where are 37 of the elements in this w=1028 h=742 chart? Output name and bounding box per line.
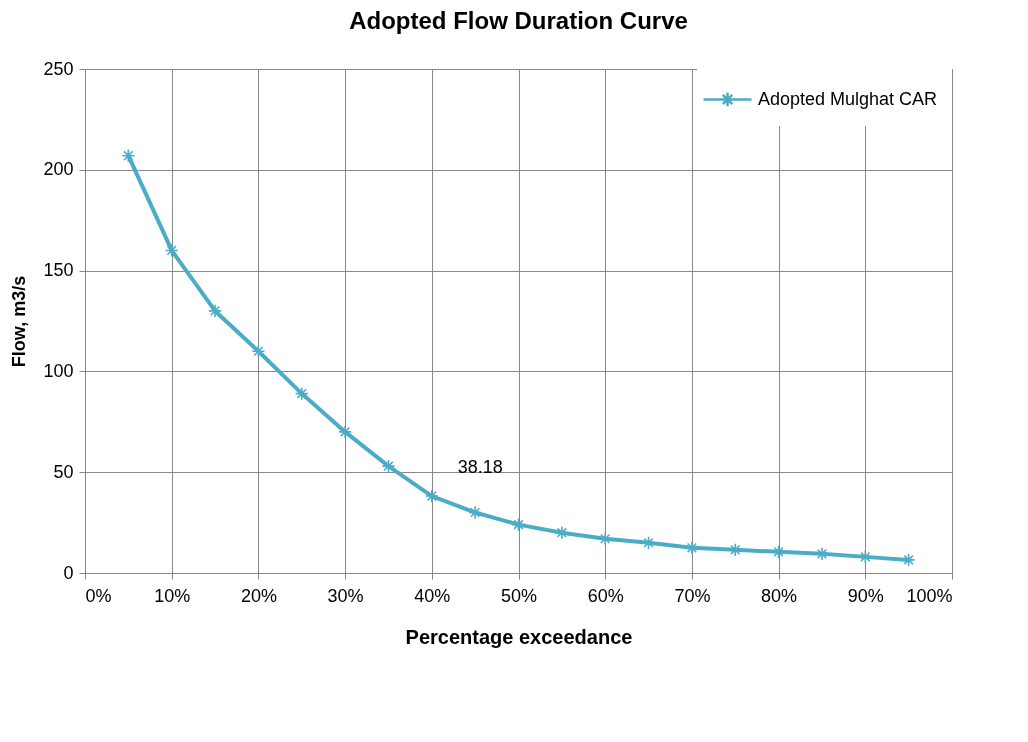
y-tick-label: 200: [43, 159, 74, 180]
point: [251, 344, 266, 359]
x-tick-label: 70%: [674, 585, 711, 606]
y-tick-label: 0: [63, 562, 74, 583]
y-tick-label: 100: [43, 360, 74, 381]
x-tick-label: 90%: [847, 585, 884, 606]
point: [338, 424, 353, 439]
y-tick-label: 150: [43, 260, 74, 281]
point: [381, 459, 396, 474]
point: [208, 304, 222, 318]
x-tick-label: 80%: [761, 585, 798, 606]
y-axis-title: Flow, m3/s: [9, 275, 30, 368]
point: [164, 243, 179, 258]
point: [771, 544, 786, 559]
x-tick-label: 100%: [906, 585, 953, 606]
point: [815, 546, 829, 561]
x-tick-label: 40%: [414, 585, 451, 606]
x-tick-label: 60%: [587, 585, 624, 606]
point: [424, 489, 439, 503]
point: [554, 525, 569, 540]
point: [468, 505, 483, 520]
data-label: 38.18: [457, 457, 503, 478]
x-tick-label: 30%: [327, 585, 364, 606]
x-tick-label: 50%: [500, 585, 538, 606]
legend-label: Adopted Mulghat CAR: [758, 88, 938, 109]
point: [641, 535, 656, 550]
y-tick-label: 50: [53, 461, 74, 482]
point: [121, 148, 136, 163]
x-axis-title: Percentage exceedance: [405, 625, 633, 648]
x-tick-label: 10%: [154, 585, 191, 606]
chart-title: Adopted Flow Duration Curve: [349, 7, 688, 34]
x-tick-label: 0%: [85, 585, 112, 606]
x-tick-label: 20%: [240, 585, 277, 606]
point: [294, 386, 309, 401]
y-tick-label: 250: [43, 58, 74, 79]
point: [901, 552, 916, 567]
point: [511, 517, 526, 532]
